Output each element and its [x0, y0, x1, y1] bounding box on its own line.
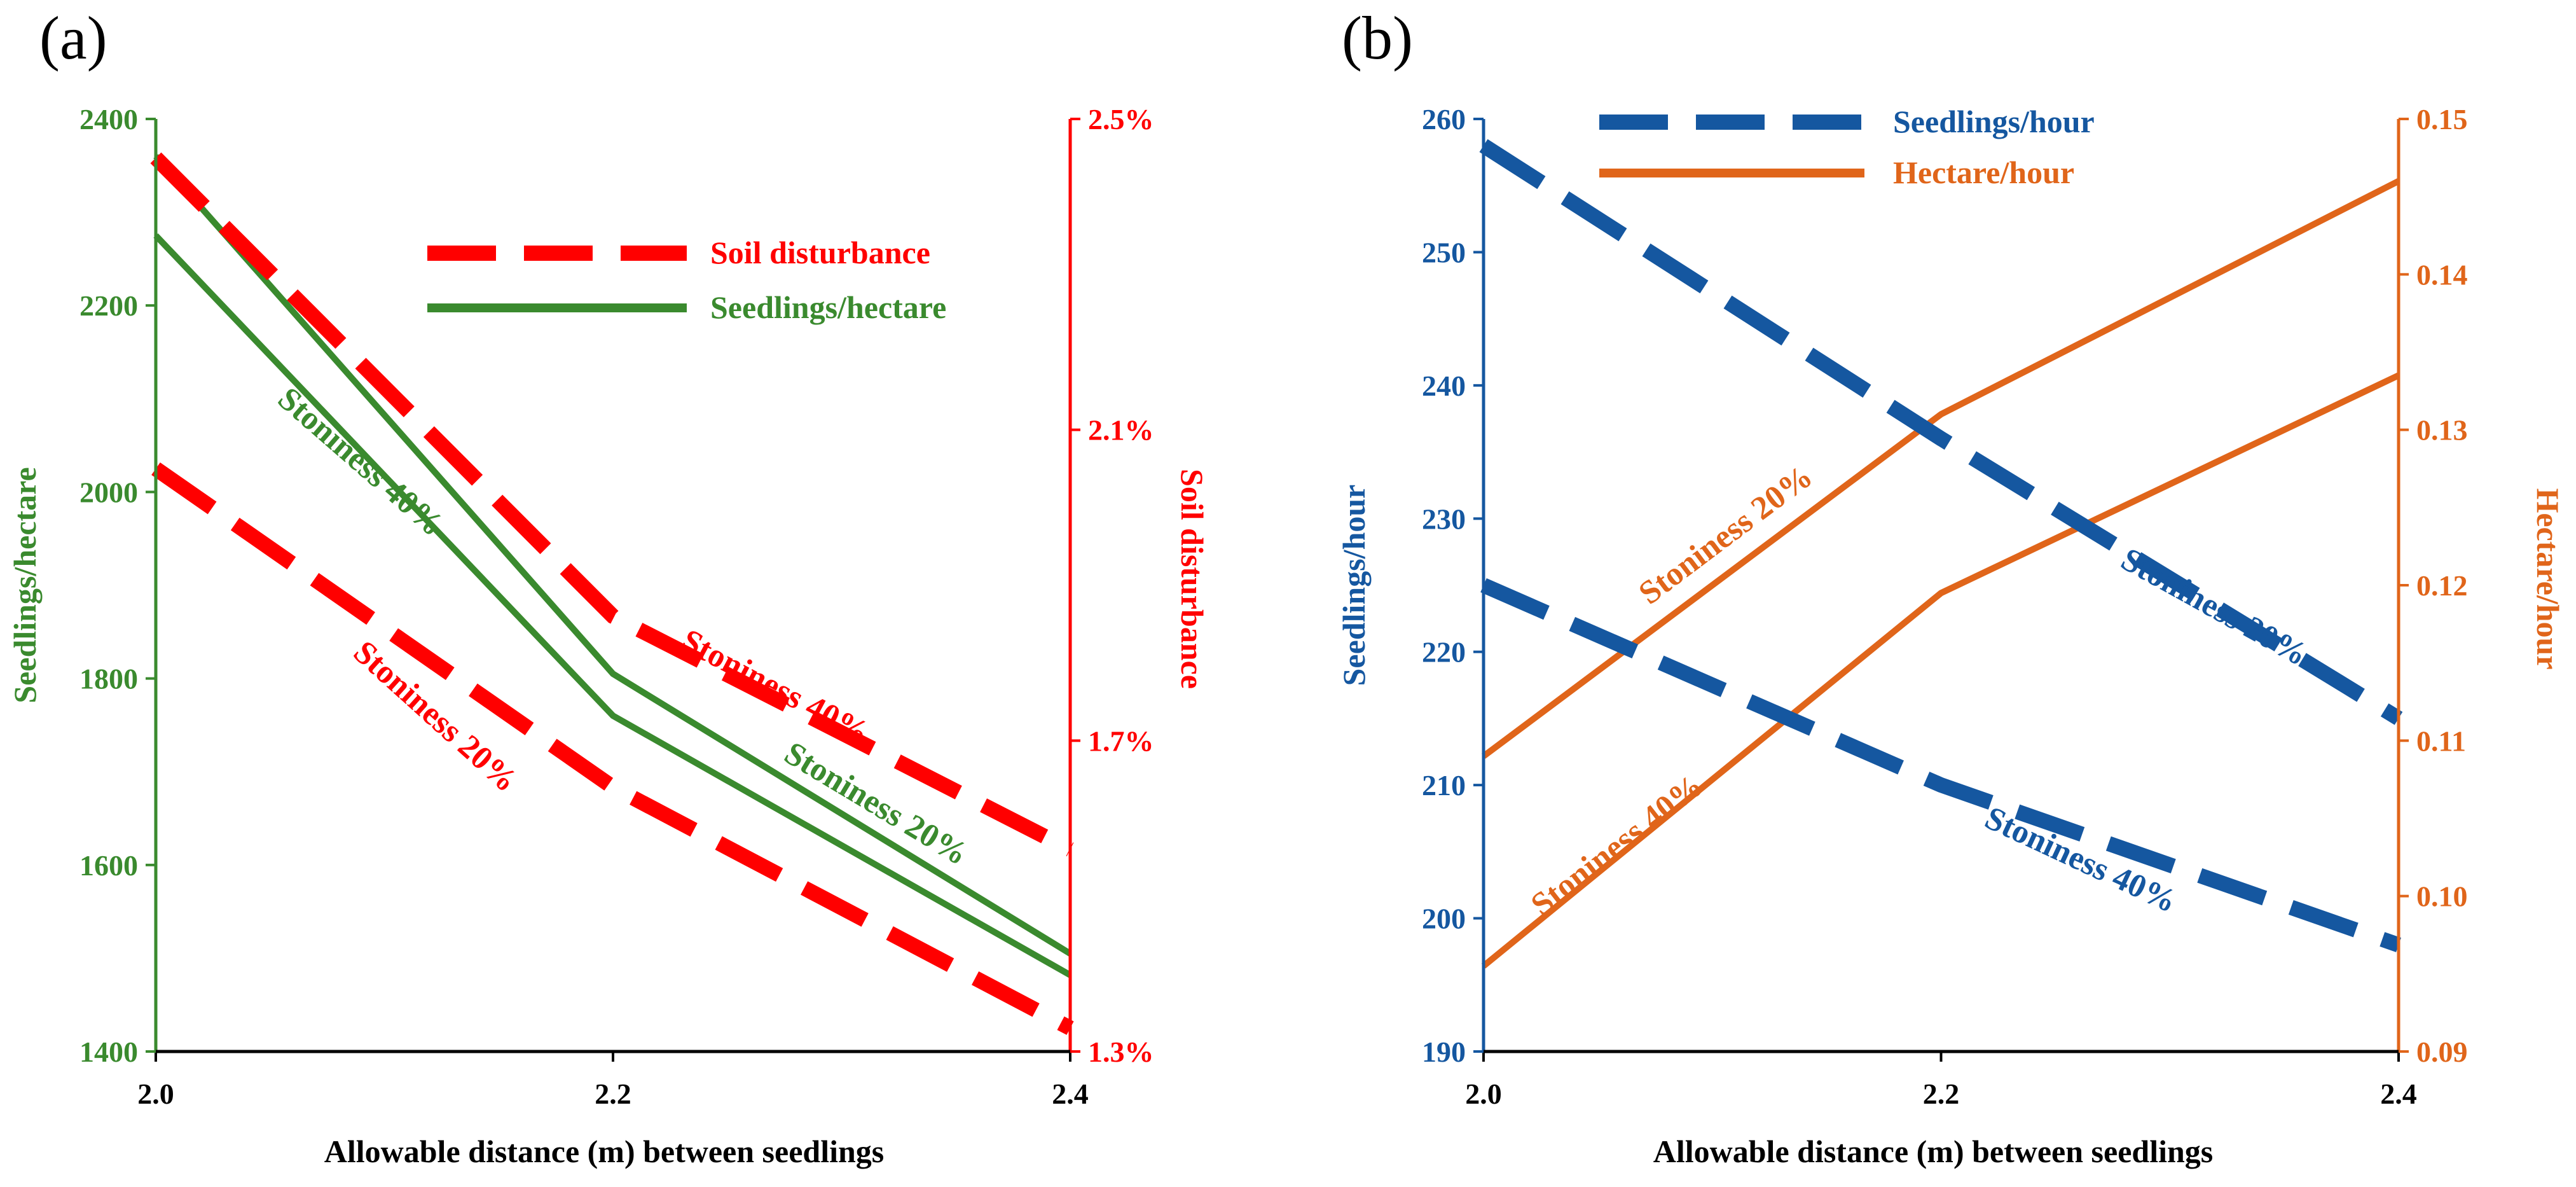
- panel-a-series: [150, 152, 1074, 1035]
- panel-a-series-1-line: [153, 233, 1072, 978]
- panel-b-right-tick-label-2: 0.11: [2416, 725, 2466, 757]
- panel-a-x-tick-label-0: 2.0: [137, 1078, 174, 1110]
- panel-a-series-2-line: [150, 152, 1074, 857]
- panel-b-annotation-orange-20: Stoniness 20%: [1632, 458, 1819, 611]
- panel-a-left-tick-label-4: 2200: [79, 289, 138, 322]
- panel-a-series-3-line: [151, 462, 1074, 1035]
- panel-a-right-axis-title: Soil disturbance: [1174, 469, 1210, 689]
- panel-a-right-tick-label-3: 2.5%: [1088, 103, 1154, 135]
- panel-b-right-tick-label-1: 0.10: [2416, 880, 2468, 913]
- panel-b-annotation-blue-20: Stoniness 20%: [2115, 541, 2313, 673]
- panel-a-label: (a): [39, 4, 107, 72]
- panel-a-right-tick-label-0: 1.3%: [1088, 1036, 1154, 1068]
- panel-a-left-tick-label-1: 1600: [79, 849, 138, 882]
- panel-b-legend: Seedlings/hour Hectare/hour: [1599, 104, 2095, 190]
- panel-b-chart: 2.0 2.2 2.4 190 200 210 220 230 240 250 260 0.09 0.1…: [1336, 103, 2566, 1169]
- panel-b-left-tick-label-5: 240: [1422, 370, 1466, 402]
- panel-b-left-tick-label-2: 210: [1422, 769, 1466, 802]
- panel-a-x-tick-label-2: 2.4: [1052, 1078, 1089, 1110]
- panel-b-x-tick-label-1: 2.2: [1923, 1078, 1960, 1110]
- panel-b-right-tick-label-4: 0.13: [2416, 414, 2468, 447]
- panel-a-annotation-green-20: Stoniness 20%: [778, 735, 974, 872]
- panel-b-x-tick-label-0: 2.0: [1465, 1078, 1502, 1110]
- panel-a-right-tick-label-2: 2.1%: [1088, 414, 1154, 447]
- panel-b-x-tick-label-2: 2.4: [2380, 1078, 2417, 1110]
- panel-a-series-0-line: [153, 154, 1072, 957]
- panel-b-legend-label-1: Hectare/hour: [1893, 155, 2074, 190]
- panel-b-series-0-line: [1479, 139, 2403, 725]
- panel-a-x-axis-title: Allowable distance (m) between seedlings: [324, 1134, 885, 1169]
- panel-b-series-1-line: [1480, 578, 2401, 952]
- panel-b-annotation-orange-40: Stoniness 40%: [1524, 767, 1709, 923]
- panel-a-chart: 2.0 2.2 2.4 1400 1600 1800 2000 2200 2400 1.3% 1.7…: [7, 103, 1210, 1169]
- panel-b-left-tick-label-7: 260: [1422, 103, 1466, 135]
- panel-b-left-tick-label-0: 190: [1422, 1036, 1466, 1068]
- panel-b-legend-label-0: Seedlings/hour: [1893, 104, 2095, 139]
- panel-a-x-tick-label-1: 2.2: [595, 1078, 631, 1110]
- panel-b-right-tick-label-0: 0.09: [2416, 1036, 2468, 1068]
- panel-b-series-3-line: [1481, 372, 2400, 969]
- panel-b-left-tick-label-6: 250: [1422, 236, 1466, 268]
- panel-b-left-tick-label-1: 200: [1422, 903, 1466, 935]
- panel-b-left-axis-title: Seedlings/hour: [1336, 485, 1372, 686]
- panel-a-legend: Soil disturbance Seedlings/hectare: [427, 235, 946, 325]
- panel-a-left-axis-title: Seedlings/hectare: [7, 467, 43, 703]
- panel-b-series: [1479, 139, 2403, 969]
- panel-b-series-2-line: [1482, 178, 2400, 759]
- panel-a-ticks: 2.0 2.2 2.4 1400 1600 1800 2000 2200 2400 1.3% 1.7…: [79, 103, 1154, 1110]
- panel-b-right-tick-label-5: 0.14: [2416, 258, 2468, 291]
- panel-a-left-tick-label-3: 2000: [79, 476, 138, 508]
- panel-a-legend-label-0: Soil disturbance: [710, 235, 930, 270]
- panel-b-left-tick-label-3: 220: [1422, 636, 1466, 669]
- panel-b-left-tick-label-4: 230: [1422, 503, 1466, 535]
- panel-a-right-tick-label-1: 1.7%: [1088, 725, 1154, 757]
- panel-b-right-tick-label-3: 0.12: [2416, 569, 2468, 602]
- panel-a-left-tick-label-5: 2400: [79, 103, 138, 135]
- panel-b-label: (b): [1342, 4, 1413, 72]
- panel-a-left-tick-label-0: 1400: [79, 1036, 138, 1068]
- panel-b-x-axis-title: Allowable distance (m) between seedlings: [1653, 1134, 2214, 1169]
- panel-b-right-tick-label-6: 0.15: [2416, 103, 2468, 135]
- panel-a-legend-label-1: Seedlings/hectare: [710, 289, 946, 325]
- panel-a-left-tick-label-2: 1800: [79, 663, 138, 695]
- panel-b-ticks: 2.0 2.2 2.4 190 200 210 220 230 240 250 260 0.09 0.1…: [1422, 103, 2468, 1110]
- panel-b-right-axis-title: Hectare/hour: [2530, 488, 2566, 669]
